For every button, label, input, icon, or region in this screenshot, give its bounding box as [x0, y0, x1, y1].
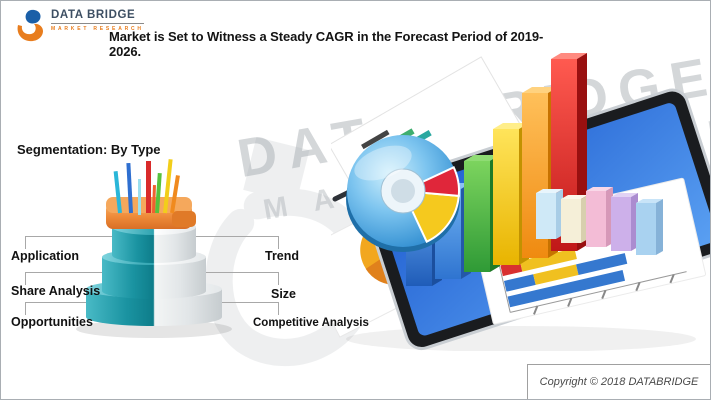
logo-name: DATA BRIDGE	[51, 9, 144, 24]
segmentation-cake-graphic	[76, 159, 232, 338]
copyright-box: Copyright © 2018 DATABRIDGE	[527, 364, 710, 399]
connector-tick	[278, 272, 279, 285]
market-research-illustration	[331, 53, 710, 351]
cake-top-slab	[106, 197, 196, 229]
segment-label-size: Size	[271, 287, 297, 301]
databridge-logo: DATA BRIDGE MARKET RESEARCH	[15, 9, 144, 43]
segment-label-competitive-analysis: Competitive Analysis	[253, 317, 369, 329]
segment-label-trend: Trend	[265, 249, 300, 263]
connector-tick	[25, 272, 26, 285]
pastel-bars	[536, 187, 663, 255]
logo-text: DATA BRIDGE MARKET RESEARCH	[51, 9, 144, 32]
connector-tick	[278, 302, 279, 315]
segment-label-application: Application	[11, 249, 80, 263]
connector-tick	[25, 236, 26, 249]
segmentation-heading: Segmentation: By Type	[17, 142, 161, 157]
copyright-text: Copyright © 2018 DATABRIDGE	[539, 376, 699, 388]
cake-candles	[113, 159, 180, 215]
connector-tick	[278, 236, 279, 249]
headline: Market is Set to Witness a Steady CAGR i…	[109, 29, 544, 59]
donut-chart-3d	[346, 135, 460, 252]
databridge-logo-icon	[17, 9, 43, 42]
cake-shadow	[76, 320, 232, 338]
illustration-shadow	[346, 326, 696, 351]
segment-label-opportunities: Opportunities	[11, 315, 93, 329]
segment-label-share-analysis: Share Analysis	[11, 284, 101, 298]
axis-tick-marks	[533, 274, 675, 315]
watermark-logo-swoosh	[205, 136, 378, 367]
connector-tick	[25, 302, 26, 315]
logo-tagline: MARKET RESEARCH	[51, 26, 144, 32]
